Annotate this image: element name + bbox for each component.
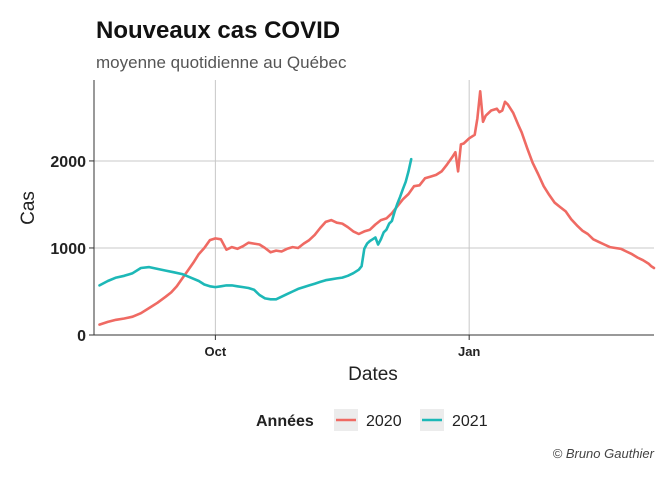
legend-label-2020: 2020 xyxy=(366,413,402,430)
chart-subtitle: moyenne quotidienne au Québec xyxy=(96,53,347,72)
series-line-2021 xyxy=(98,157,413,301)
x-axis-label: Dates xyxy=(348,364,398,385)
legend: Années 2020 2021 xyxy=(256,409,488,431)
x-tick-label-0: Oct xyxy=(205,344,227,359)
caption: © Bruno Gauthier xyxy=(553,446,655,461)
chart-title: Nouveaux cas COVID xyxy=(96,17,340,44)
title-block: Nouveaux cas COVID moyenne quotidienne a… xyxy=(96,17,347,72)
y-axis-label: Cas xyxy=(18,191,39,225)
x-tick-label-1: Jan xyxy=(458,344,480,359)
y-tick-label-1: 1000 xyxy=(50,241,86,258)
axis-labels: Dates Cas xyxy=(18,191,398,385)
legend-label-2021: 2021 xyxy=(452,413,488,430)
legend-title: Années xyxy=(256,413,314,430)
plot-area: 0 1000 2000 Oct Jan xyxy=(50,80,656,359)
y-tick-label-0: 0 xyxy=(77,328,86,345)
y-tick-label-2: 2000 xyxy=(50,154,86,171)
series-line-2020 xyxy=(98,90,656,326)
